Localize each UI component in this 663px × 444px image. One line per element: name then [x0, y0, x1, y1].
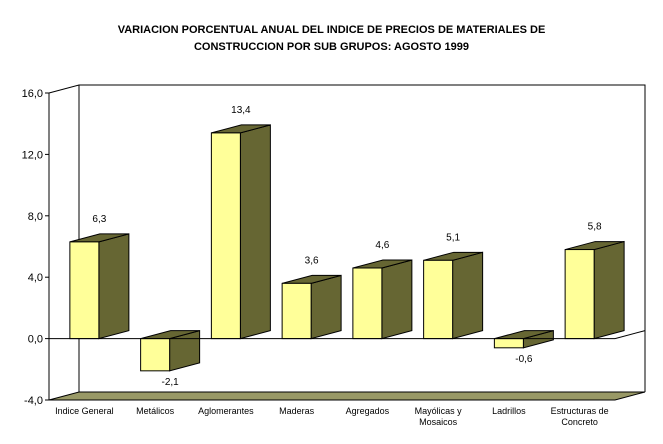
category-label: Concreto: [561, 417, 598, 427]
bar-front-face: [281, 282, 312, 340]
bar-front-face: [210, 132, 241, 340]
y-tick-label: 0,0: [28, 334, 43, 346]
data-label: -0,6: [515, 354, 533, 365]
bar: [210, 124, 271, 340]
data-label: 3,6: [305, 255, 319, 266]
bar: [281, 274, 342, 340]
y-axis: -4,0 0,0 4,0 8,0 12,0 16,0: [22, 88, 50, 407]
data-label: -2,1: [162, 377, 180, 388]
data-label: 13,4: [231, 105, 251, 116]
category-label: Maderas: [279, 406, 315, 416]
bar: [493, 329, 554, 349]
chart-frame: [48, 84, 646, 392]
y-tick-label: 8,0: [28, 211, 43, 223]
chart-title-line-2: CONSTRUCCION POR SUB GRUPOS: AGOSTO 1999: [193, 41, 470, 53]
bar: [140, 329, 201, 372]
category-label: Mosaicos: [419, 417, 458, 427]
category-label: Indice General: [55, 406, 114, 416]
bars: [69, 124, 625, 372]
category-label: Metálicos: [136, 406, 175, 416]
bar-front-face: [493, 338, 524, 349]
bar-front-face: [140, 338, 171, 372]
category-label: Agregados: [346, 406, 390, 416]
chart-floor-plane: [48, 391, 646, 401]
data-label: 5,8: [588, 222, 602, 233]
bar-side-face: [239, 124, 271, 340]
bar: [564, 240, 625, 340]
bar-side-face: [98, 233, 130, 340]
back-wall-outline: [48, 84, 646, 392]
zero-line: [49, 330, 646, 340]
category-label: Estructuras de: [551, 406, 609, 416]
bar-side-face: [593, 240, 625, 340]
chart-title-line-1: VARIACION PORCENTUAL ANUAL DEL INDICE DE…: [117, 24, 546, 36]
category-label: Mayólicas y: [415, 406, 463, 416]
zero-baseline-depth: [614, 330, 646, 340]
bar-side-face: [310, 274, 342, 340]
bar-front-face: [352, 267, 383, 340]
bar: [352, 259, 413, 340]
data-labels: 6,3 -2,1 13,4 3,6 4,6 5,1 -0,6 5,8: [92, 105, 602, 388]
bar: [69, 233, 130, 340]
chart-title: VARIACION PORCENTUAL ANUAL DEL INDICE DE…: [0, 22, 663, 56]
bar-side-face: [452, 251, 484, 340]
bar-front-face: [69, 241, 100, 340]
category-label: Aglomerantes: [198, 406, 254, 416]
data-label: 4,6: [375, 240, 389, 251]
data-label: 6,3: [92, 214, 106, 225]
bar: [423, 251, 484, 340]
x-axis-categories: Indice General Metálicos Aglomerantes Mader…: [55, 406, 609, 427]
y-tick-label: 4,0: [28, 272, 43, 284]
y-tick-label: 12,0: [22, 149, 43, 161]
bar-side-face: [381, 259, 413, 340]
bar-front-face: [423, 259, 454, 340]
data-label: 5,1: [446, 232, 460, 243]
y-tick-label: 16,0: [22, 88, 43, 100]
bar-front-face: [564, 249, 595, 340]
category-label: Ladrillos: [492, 406, 526, 416]
y-tick-label: -4,0: [24, 395, 43, 407]
chart-floor: [48, 391, 646, 401]
